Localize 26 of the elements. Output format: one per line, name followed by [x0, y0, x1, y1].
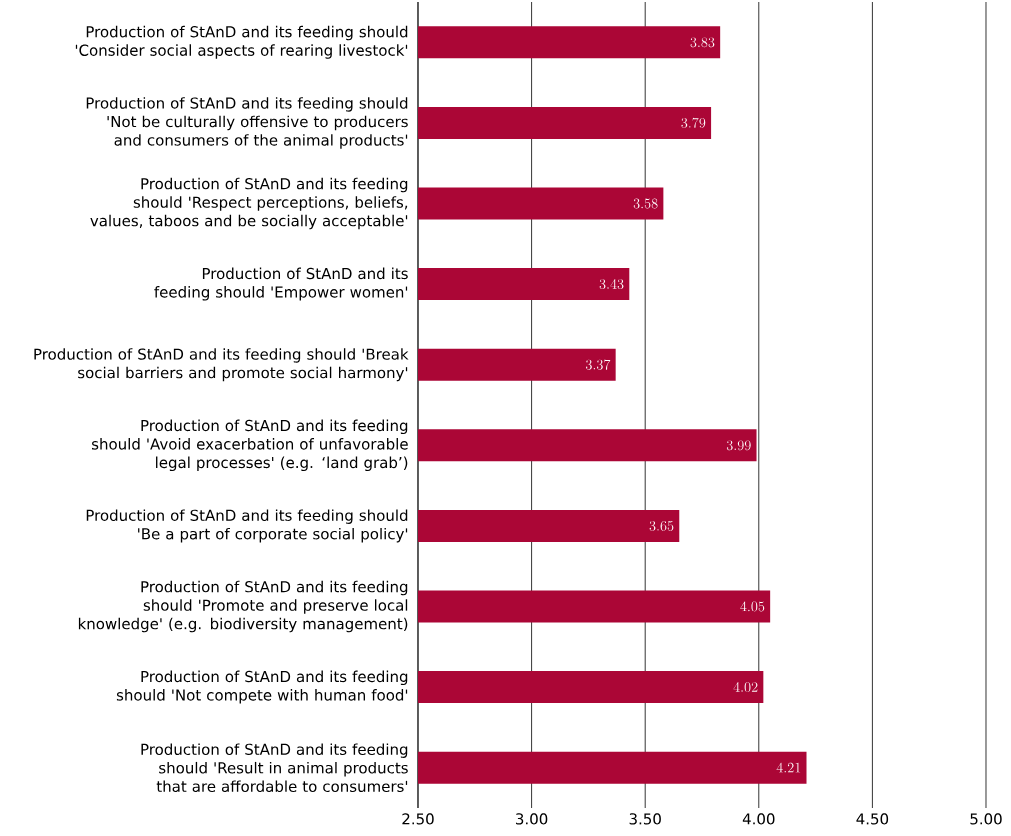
data-label: 3.79 [681, 117, 706, 128]
data-label: 4.05 [740, 601, 765, 612]
data-label: 3.37 [585, 359, 611, 370]
x-tick-label: 4.00 [742, 813, 775, 825]
x-tick-label: 2.50 [402, 813, 434, 825]
x-tick-label: 3.00 [516, 813, 548, 825]
data-label: 3.65 [649, 520, 674, 531]
x-tick-label: 4.50 [856, 813, 889, 825]
y-tick-label: Production of StAnD and its feeding should 'Empower women' [154, 267, 408, 301]
data-label: 3.99 [726, 440, 751, 451]
data-label: 3.43 [599, 279, 624, 290]
y-tick-label: Production of StAnD and its feeding should 'Not compete with human food' [116, 670, 408, 704]
y-tick-label: Production of StAnD and its feeding should 'Avoid exacerbation of unfavorable legal processes' (e.g. ‘land grab’) [92, 419, 408, 472]
data-label: 3.58 [633, 198, 658, 209]
data-label: 4.21 [776, 762, 801, 773]
y-tick-label: Production of StAnD and its feeding should 'Respect perceptions, beliefs, values, taboos and be socially acceptable' [90, 177, 408, 230]
data-label: 4.02 [733, 682, 758, 693]
y-tick-label: Production of StAnD and its feeding should 'Be a part of corporate social policy' [86, 509, 408, 543]
x-tick-label: 3.50 [629, 813, 661, 825]
x-tick-label: 5.00 [970, 813, 1002, 825]
y-tick-label: Production of StAnD and its feeding should 'Break social barriers and promote social harmony' [34, 348, 409, 382]
y-tick-label: Production of StAnD and its feeding should 'Result in animal products that are affordable to consumers' [141, 743, 408, 793]
data-label: 3.83 [690, 37, 715, 48]
y-tick-label: Production of StAnD and its feeding should 'Consider social aspects of rearing livestock' [75, 25, 408, 59]
y-tick-label: Production of StAnD and its feeding should 'Promote and preserve local knowledge' (e.g. biodiversity management) [78, 580, 408, 633]
y-tick-label: Production of StAnD and its feeding should 'Not be culturally offensive to producers and consumers of the animal products' [86, 97, 408, 149]
